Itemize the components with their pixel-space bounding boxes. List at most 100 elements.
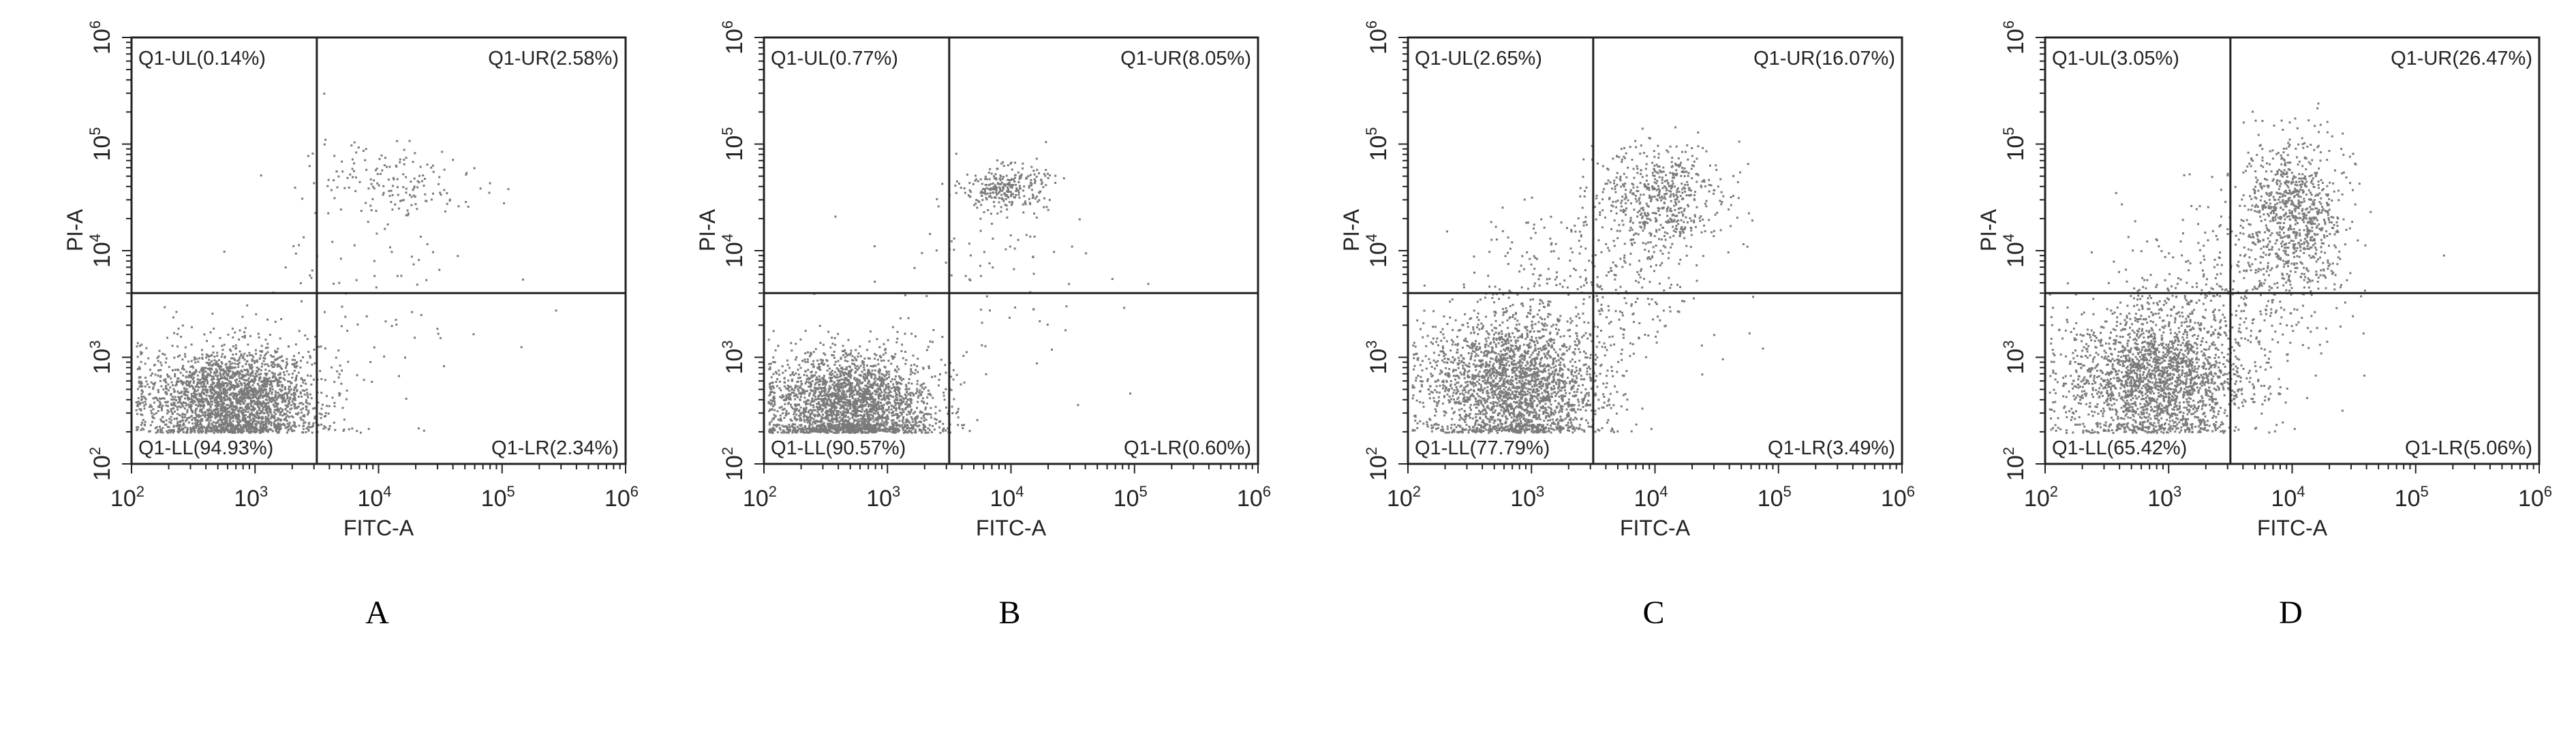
data-point: [188, 397, 191, 400]
data-point: [281, 384, 283, 386]
data-point: [816, 359, 819, 362]
data-point: [880, 377, 883, 380]
data-point: [138, 367, 141, 370]
data-point: [773, 413, 776, 416]
data-point: [808, 427, 810, 430]
data-point: [275, 392, 277, 394]
data-point: [214, 399, 217, 401]
data-point: [891, 326, 894, 328]
data-point: [141, 413, 144, 416]
data-point: [256, 383, 259, 385]
data-point: [195, 408, 198, 411]
data-point: [177, 345, 179, 348]
data-point: [840, 375, 842, 377]
data-point: [272, 416, 274, 418]
data-point: [818, 367, 821, 370]
data-point: [881, 416, 884, 419]
data-point: [855, 419, 857, 422]
data-point: [306, 361, 309, 364]
data-point: [227, 366, 230, 369]
data-point: [927, 345, 930, 348]
data-point: [258, 379, 260, 382]
data-point: [264, 405, 266, 408]
data-point: [822, 413, 824, 416]
data-point: [155, 397, 158, 400]
data-point: [217, 363, 219, 366]
data-point: [919, 389, 921, 392]
data-point: [241, 374, 243, 377]
data-point: [181, 415, 183, 418]
data-point: [199, 403, 201, 406]
data-point: [247, 416, 249, 418]
data-point: [395, 319, 397, 321]
data-point: [264, 385, 266, 388]
data-point: [141, 398, 144, 401]
data-point: [908, 388, 910, 390]
data-point: [772, 373, 775, 375]
data-point: [243, 331, 246, 334]
data-point: [228, 410, 231, 413]
data-point: [245, 405, 247, 408]
data-point: [291, 373, 294, 375]
data-point: [205, 399, 208, 402]
data-point: [856, 368, 859, 371]
data-point: [193, 358, 196, 361]
data-point: [157, 431, 159, 433]
data-point: [234, 344, 237, 347]
data-point: [360, 210, 363, 213]
data-point: [182, 431, 185, 433]
data-point: [262, 386, 265, 388]
data-point: [386, 223, 389, 225]
data-point: [277, 410, 279, 413]
data-point: [823, 400, 825, 403]
data-point: [227, 407, 230, 410]
data-point: [209, 371, 212, 374]
data-point: [306, 394, 309, 396]
data-point: [288, 399, 290, 402]
data-point: [320, 413, 323, 416]
data-point: [781, 408, 784, 411]
data-point: [267, 380, 270, 383]
data-point: [269, 420, 271, 423]
data-point: [333, 179, 335, 182]
data-point: [874, 353, 876, 356]
data-point: [259, 376, 262, 379]
data-point: [473, 167, 476, 170]
data-point: [140, 353, 142, 356]
data-point: [229, 399, 232, 402]
data-point: [797, 409, 800, 412]
data-point: [842, 387, 844, 390]
data-point: [137, 397, 140, 399]
data-point: [185, 431, 187, 434]
data-point: [418, 259, 420, 262]
data-point: [813, 392, 816, 395]
data-point: [192, 395, 195, 398]
data-point: [195, 371, 198, 373]
data-point: [840, 411, 842, 413]
data-point: [204, 385, 207, 388]
data-point: [848, 426, 850, 428]
data-point: [852, 427, 855, 430]
data-point: [789, 426, 792, 428]
data-point: [183, 424, 185, 426]
data-point: [294, 399, 296, 401]
data-point: [391, 208, 394, 211]
data-point: [191, 418, 194, 421]
data-point: [313, 348, 316, 351]
data-point: [844, 419, 847, 422]
data-point: [866, 415, 869, 418]
data-point: [224, 411, 227, 413]
data-point: [818, 394, 821, 397]
data-point: [229, 375, 232, 378]
data-point: [801, 427, 804, 430]
data-point: [223, 375, 226, 378]
data-point: [881, 420, 884, 422]
data-point: [230, 384, 232, 386]
data-point: [191, 375, 194, 377]
data-point: [793, 413, 795, 416]
data-point: [168, 375, 170, 378]
data-point: [238, 375, 241, 377]
data-point: [293, 362, 296, 365]
data-point: [277, 392, 279, 394]
data-point: [221, 418, 224, 421]
